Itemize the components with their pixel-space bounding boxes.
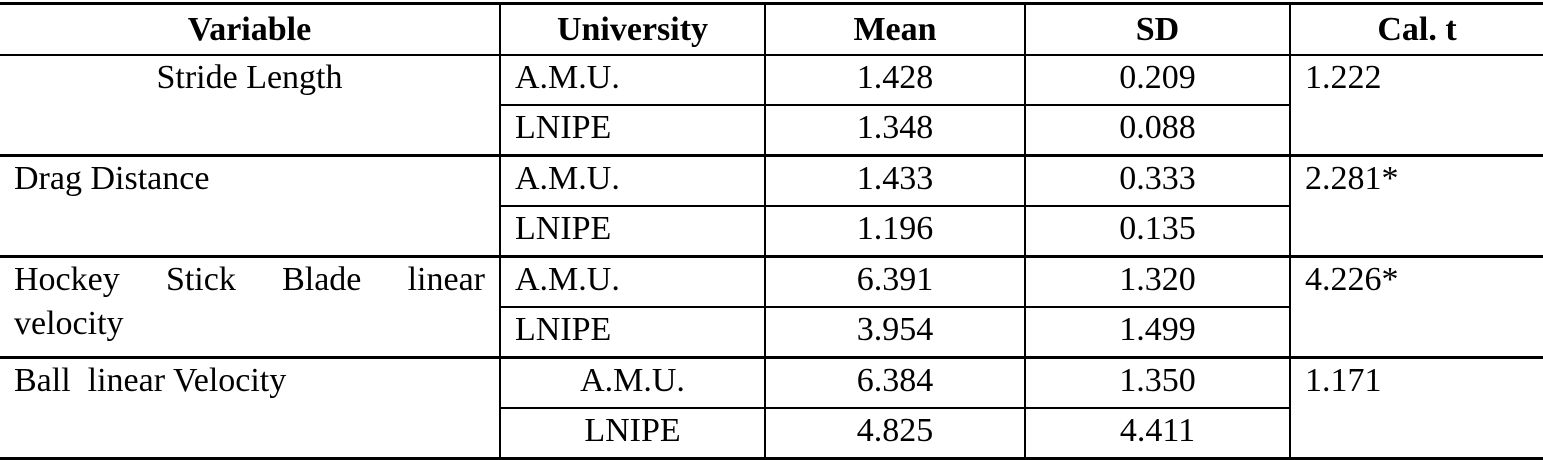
cal-t-cell: 1.222 bbox=[1289, 54, 1543, 157]
column-header: Mean bbox=[764, 2, 1026, 56]
column-header: University bbox=[499, 2, 766, 56]
university-cell: A.M.U. bbox=[499, 356, 766, 409]
university-cell: LNIPE bbox=[500, 407, 766, 460]
university-cell: A.M.U. bbox=[499, 154, 766, 207]
sd-cell: 1.499 bbox=[1024, 306, 1290, 359]
column-header: Cal. t bbox=[1289, 2, 1543, 56]
table-row: LNIPE 3.954 1.499 bbox=[0, 306, 1543, 359]
sd-cell: 1.350 bbox=[1024, 356, 1291, 409]
university-cell: A.M.U. bbox=[499, 54, 766, 106]
cal-t-cell: 2.281* bbox=[1289, 154, 1543, 258]
sd-cell: 0.088 bbox=[1024, 104, 1290, 157]
table-row: LNIPE 4.825 4.411 bbox=[0, 407, 1543, 460]
sd-cell: 0.209 bbox=[1024, 54, 1291, 106]
variable-cell: Ball linear Velocity bbox=[0, 356, 501, 460]
variable-cell: Stride Length bbox=[0, 54, 501, 157]
university-cell: LNIPE bbox=[500, 205, 766, 258]
table-row: LNIPE 1.348 0.088 bbox=[0, 104, 1543, 157]
column-header: SD bbox=[1024, 2, 1291, 56]
variable-cell: Drag Distance bbox=[0, 154, 501, 258]
header-row: Variable University Mean SD Cal. t bbox=[0, 2, 1543, 56]
sd-cell: 0.135 bbox=[1024, 205, 1290, 258]
sd-cell: 4.411 bbox=[1024, 407, 1290, 460]
table-row: LNIPE 1.196 0.135 bbox=[0, 205, 1543, 258]
mean-cell: 1.348 bbox=[764, 104, 1026, 157]
university-cell: LNIPE bbox=[500, 306, 766, 359]
table-row: Hockey Stick Blade linear velocity A.M.U.… bbox=[0, 255, 1543, 359]
table-row: Ball linear Velocity A.M.U. 6.384 1.350 1.17… bbox=[0, 356, 1543, 460]
cal-t-cell: 1.171 bbox=[1289, 356, 1543, 460]
table-body: Stride Length A.M.U. 1.428 0.209 1.222 LNIPE 1… bbox=[0, 54, 1543, 460]
table-header: Variable University Mean SD Cal. t bbox=[0, 2, 1543, 56]
mean-cell: 6.384 bbox=[764, 356, 1026, 409]
mean-cell: 6.391 bbox=[764, 255, 1026, 308]
cal-t-cell: 4.226* bbox=[1289, 255, 1543, 359]
mean-cell: 1.196 bbox=[764, 205, 1026, 258]
sd-cell: 1.320 bbox=[1024, 255, 1291, 308]
university-cell: LNIPE bbox=[500, 104, 766, 157]
column-header: Variable bbox=[0, 2, 501, 56]
mean-cell: 1.428 bbox=[764, 54, 1026, 106]
sd-cell: 0.333 bbox=[1024, 154, 1291, 207]
mean-cell: 1.433 bbox=[764, 154, 1026, 207]
mean-cell: 4.825 bbox=[764, 407, 1026, 460]
university-cell: A.M.U. bbox=[499, 255, 766, 308]
table-row: Drag Distance A.M.U. 1.433 0.333 2.281* bbox=[0, 154, 1543, 258]
variable-cell: Hockey Stick Blade linear velocity bbox=[0, 255, 501, 359]
mean-cell: 3.954 bbox=[764, 306, 1026, 359]
table-row: Stride Length A.M.U. 1.428 0.209 1.222 bbox=[0, 54, 1543, 157]
